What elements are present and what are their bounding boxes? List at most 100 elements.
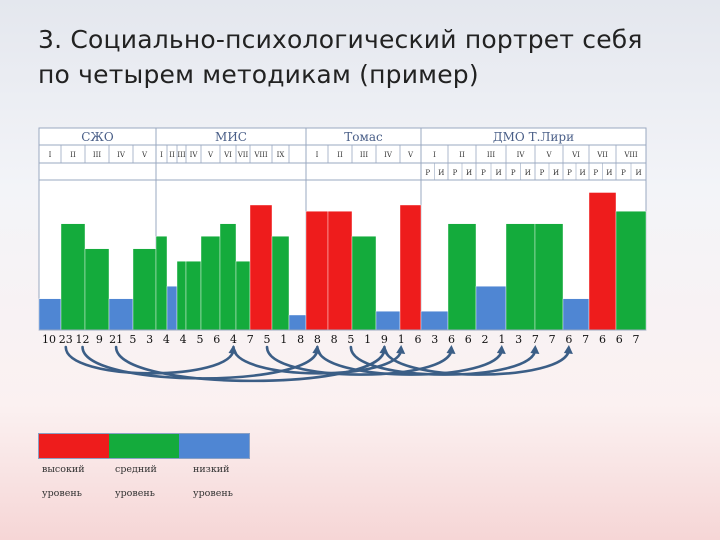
bar-medium [534, 223, 564, 331]
group-header: Томас [344, 130, 383, 144]
bar-low [420, 311, 449, 331]
score-label: 5 [264, 333, 271, 346]
score-label: 1 [398, 333, 405, 346]
subscale-label: Р [621, 169, 626, 177]
subscale-label: И [525, 169, 531, 177]
score-label: 6 [565, 333, 572, 346]
bar-medium [271, 236, 290, 331]
bar-medium [84, 248, 110, 331]
subscale-label: Р [540, 169, 545, 177]
legend-swatch-low [179, 434, 249, 458]
score-label: 7 [582, 333, 589, 346]
score-label: 5 [129, 333, 136, 346]
score-label: 12 [76, 333, 90, 346]
score-label: 9 [96, 333, 103, 346]
bar-medium [351, 236, 377, 331]
legend-label-medium: средний уровень [115, 464, 157, 499]
score-label: 6 [465, 333, 472, 346]
legend-label-low: низкий уровень [193, 464, 233, 499]
subscale-label: И [438, 169, 444, 177]
scale-label: V [407, 151, 414, 159]
scale-label: VIII [253, 151, 268, 159]
scale-label: II [169, 151, 175, 159]
scale-label: I [49, 151, 52, 159]
subscale-label: И [553, 169, 559, 177]
bar-low [475, 286, 507, 331]
subscale-label: Р [453, 169, 458, 177]
score-label: 4 [230, 333, 237, 346]
bar-medium [447, 223, 477, 331]
scale-label: III [487, 151, 496, 159]
scale-label: V [207, 151, 214, 159]
bar-medium [235, 261, 251, 331]
score-label: 6 [616, 333, 623, 346]
group-header: ДМО Т.Лири [493, 130, 574, 144]
bar-medium [176, 261, 187, 331]
bar-low [38, 298, 62, 331]
connection-arrowhead [530, 345, 540, 354]
connection-arrowhead [563, 345, 573, 354]
bar-medium [615, 211, 647, 331]
connection-arc [114, 345, 386, 383]
group-header: СЖО [81, 130, 114, 144]
connection-arrowhead [496, 345, 506, 354]
bar-medium [185, 261, 202, 331]
score-label: 7 [549, 333, 556, 346]
score-label: 7 [532, 333, 539, 346]
scale-label: II [459, 151, 465, 159]
scale-label: III [360, 151, 369, 159]
score-label: 6 [414, 333, 421, 346]
bar-low [166, 286, 178, 331]
score-label: 5 [347, 333, 354, 346]
legend-swatch-high [39, 434, 109, 458]
scale-label: I [160, 151, 163, 159]
scale-label: IV [384, 151, 393, 159]
slide-title: 3. Социально-психологический портрет себ… [38, 25, 643, 89]
score-label: 4 [163, 333, 170, 346]
connection-arc [349, 345, 537, 376]
score-label: 6 [213, 333, 220, 346]
subscale-label: И [606, 169, 612, 177]
score-label: 3 [146, 333, 153, 346]
subscale-label: Р [593, 169, 598, 177]
score-label: 8 [314, 333, 321, 346]
score-label: 6 [448, 333, 455, 346]
bar-medium [200, 236, 221, 331]
scale-label: V [545, 151, 552, 159]
connection-arc [64, 345, 235, 375]
bar-medium [60, 223, 86, 331]
subscale-label: Р [511, 169, 516, 177]
scale-label: V [141, 151, 148, 159]
bar-high [588, 192, 617, 331]
scale-label: IV [117, 151, 126, 159]
bar-medium [132, 248, 157, 331]
connection-arc [265, 345, 453, 376]
legend-swatches [38, 433, 250, 459]
score-label: 23 [59, 333, 73, 346]
scale-label: III [177, 151, 186, 159]
connection-arrowhead [446, 345, 456, 354]
bar-high [327, 211, 353, 331]
score-label: 6 [599, 333, 606, 346]
subscale-label: И [579, 169, 585, 177]
score-label: 8 [297, 333, 304, 346]
group-header: МИС [215, 130, 247, 144]
score-label: 7 [247, 333, 254, 346]
score-label: 10 [42, 333, 56, 346]
scale-label: II [70, 151, 76, 159]
bar-medium [155, 236, 168, 331]
scale-label: IV [190, 151, 199, 159]
bar-low [108, 298, 134, 331]
legend-swatch-medium [109, 434, 179, 458]
bar-low [375, 311, 401, 331]
score-label: 3 [431, 333, 438, 346]
bar-medium [219, 223, 237, 331]
scale-label: I [433, 151, 436, 159]
subscale-label: Р [425, 169, 430, 177]
score-label: 2 [482, 333, 489, 346]
connection-arrowhead [396, 345, 406, 354]
scale-label: VII [237, 151, 249, 159]
scale-label: II [337, 151, 343, 159]
score-label: 4 [180, 333, 187, 346]
